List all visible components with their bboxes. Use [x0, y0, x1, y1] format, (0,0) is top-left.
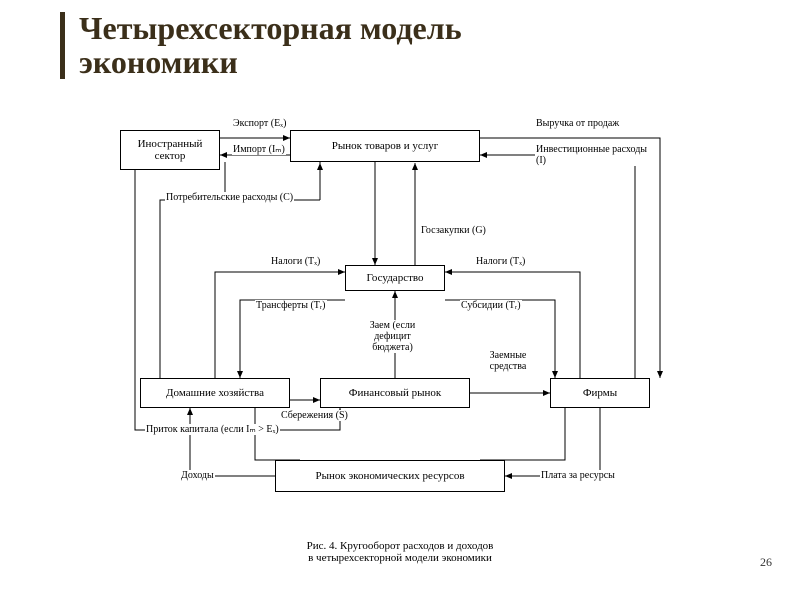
- title-line2: экономики: [79, 46, 462, 80]
- figure-caption: Рис. 4. Кругооборот расходов и доходов в…: [270, 540, 530, 564]
- label-consume: Потребительские расходы (C): [165, 192, 294, 203]
- label-transfers: Трансферты (Tᵣ): [255, 300, 327, 311]
- label-export: Экспорт (Eₓ): [232, 118, 287, 129]
- label-income: Доходы: [180, 470, 215, 481]
- label-loan: Заем (если дефицит бюджета): [355, 320, 430, 353]
- page-number: 26: [760, 555, 772, 570]
- label-revenue: Выручка от продаж: [535, 118, 620, 129]
- label-savings: Сбережения (S): [280, 410, 349, 421]
- node-firms: Фирмы: [550, 378, 650, 408]
- node-resource-market: Рынок экономических ресурсов: [275, 460, 505, 492]
- caption-line1: Рис. 4. Кругооборот расходов и доходов: [270, 540, 530, 552]
- node-goods-market: Рынок товаров и услуг: [290, 130, 480, 162]
- diagram-edges: [0, 0, 800, 600]
- label-tax-firms: Налоги (Tₓ): [475, 256, 526, 267]
- label-invest: Инвестиционные расходы (I): [535, 144, 655, 166]
- label-resource-pay: Плата за ресурсы: [540, 470, 616, 481]
- node-foreign-sector: Иностранныйсектор: [120, 130, 220, 170]
- label-tax-households: Налоги (Tₓ): [270, 256, 321, 267]
- label-borrowed: Заемные средства: [478, 350, 538, 372]
- node-government: Государство: [345, 265, 445, 291]
- node-financial-market: Финансовый рынок: [320, 378, 470, 408]
- page-title: Четырехсекторная модель экономики: [60, 12, 462, 79]
- label-govbuy: Госзакупки (G): [420, 225, 487, 236]
- title-line1: Четырехсекторная модель: [79, 12, 462, 46]
- node-households: Домашние хозяйства: [140, 378, 290, 408]
- label-import: Импорт (Iₘ): [232, 144, 286, 155]
- label-capital-inflow: Приток капитала (если Iₘ > Eₓ): [145, 424, 280, 435]
- label-subsidies: Субсидии (Tᵣ): [460, 300, 522, 311]
- caption-line2: в четырехсекторной модели экономики: [270, 552, 530, 564]
